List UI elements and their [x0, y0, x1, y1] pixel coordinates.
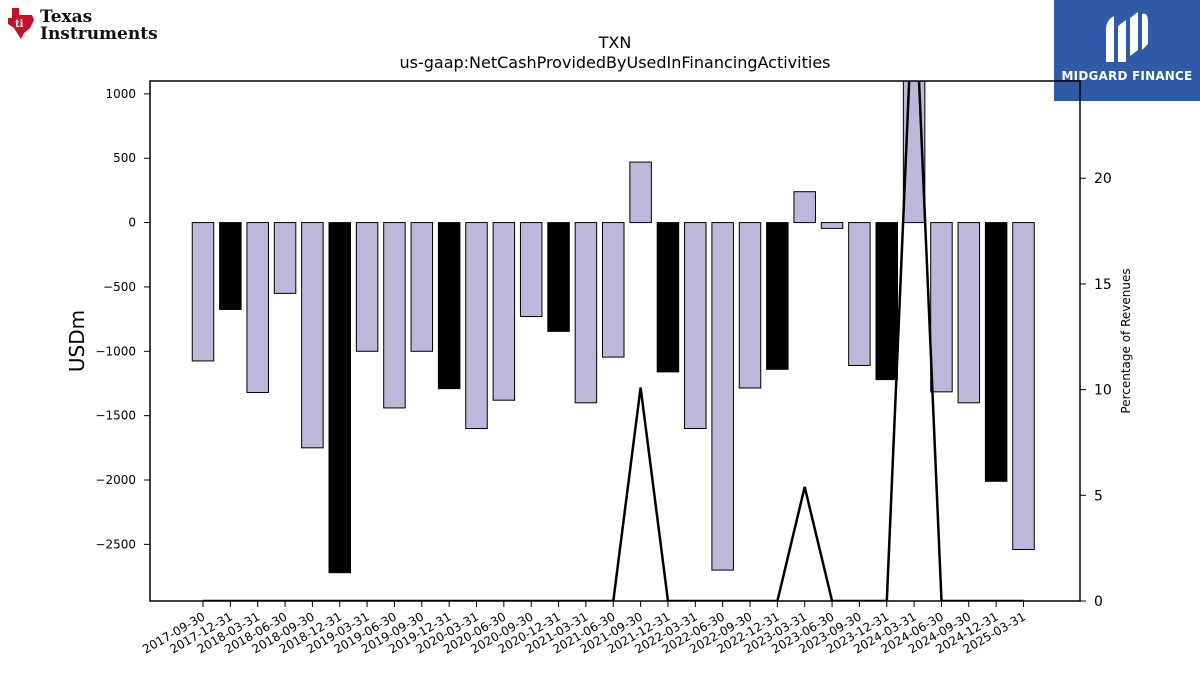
y-axis: 1000 500 0 −500 −1000 −1500 −2000 −2500: [95, 87, 150, 551]
bar-2020-09-30: [519, 222, 543, 318]
y2-axis: 0 5 10 15 20: [1080, 171, 1112, 610]
bar-2024-06-30: [930, 222, 953, 393]
midgard-mark-icon: [1106, 12, 1148, 62]
svg-text:ti: ti: [15, 19, 24, 30]
bar-2019-03-31: [355, 222, 379, 352]
bar-2024-12-31: [984, 222, 1008, 482]
texas-state-icon: ti: [8, 8, 34, 39]
bar-2023-03-31: [793, 191, 816, 224]
y-tick-label: −1000: [95, 344, 136, 358]
y-axis-label: USDm: [65, 310, 89, 372]
bar-2023-06-30: [820, 222, 844, 229]
x-axis: 2017-09-302017-12-312018-03-312018-06-30…: [140, 601, 1028, 656]
bar-2024-09-30: [957, 222, 981, 404]
bar-2017-12-31: [219, 222, 242, 310]
bar-2018-03-31: [246, 222, 269, 393]
chart-title: TXN: [598, 33, 632, 52]
bar-2021-09-30: [629, 161, 652, 224]
y-tick-label: 0: [128, 216, 136, 230]
bar-2021-03-31: [574, 222, 598, 404]
y-tick-label: 500: [113, 151, 136, 165]
bar-2018-12-31: [328, 222, 351, 574]
bar-2023-12-31: [875, 222, 898, 381]
y2-tick-label: 10: [1094, 383, 1112, 399]
ti-logo-line1: Texas: [40, 7, 93, 27]
midgard-finance-text: MIDGARD FINANCE: [1061, 69, 1193, 83]
bar-2020-12-31: [547, 222, 570, 332]
bar-2018-09-30: [301, 222, 324, 449]
y-tick-label: −500: [103, 280, 136, 294]
y-tick-label: 1000: [105, 87, 136, 101]
y2-axis-label: Percentage of Revenues: [1119, 268, 1133, 413]
bar-2019-06-30: [383, 222, 406, 409]
bar-2021-12-31: [656, 222, 680, 373]
bar-2025-03-31: [1012, 222, 1035, 551]
bar-2017-09-30: [191, 222, 215, 362]
y2-tick-label: 20: [1094, 171, 1112, 187]
bar-2023-09-30: [848, 222, 871, 366]
bar-2019-12-31: [437, 222, 461, 390]
midgard-finance-logo: MIDGARD FINANCE: [1054, 0, 1200, 101]
bar-2022-06-30: [711, 222, 734, 571]
bar-2020-03-31: [465, 222, 488, 430]
y-tick-label: −2000: [95, 473, 136, 487]
y2-tick-label: 15: [1094, 277, 1112, 293]
bar-2021-06-30: [602, 222, 625, 358]
plot-frame: [149, 80, 1081, 602]
bar-2019-09-30: [410, 222, 434, 352]
bar-2022-09-30: [738, 222, 762, 389]
bars-group: [191, 81, 1035, 574]
chart-subtitle: us-gaap:NetCashProvidedByUsedInFinancing…: [399, 53, 830, 72]
bar-2020-06-30: [492, 222, 516, 401]
bar-2022-12-31: [766, 222, 789, 370]
y2-tick-label: 5: [1094, 488, 1103, 504]
y-tick-label: −2500: [95, 537, 136, 551]
bar-2018-06-30: [273, 222, 297, 294]
y-tick-label: −1500: [95, 409, 136, 423]
y2-tick-label: 0: [1094, 594, 1103, 610]
ti-logo-line2: Instruments: [40, 24, 158, 44]
bar-2022-03-31: [684, 222, 707, 430]
texas-instruments-logo: ti Texas Instruments: [6, 6, 158, 54]
